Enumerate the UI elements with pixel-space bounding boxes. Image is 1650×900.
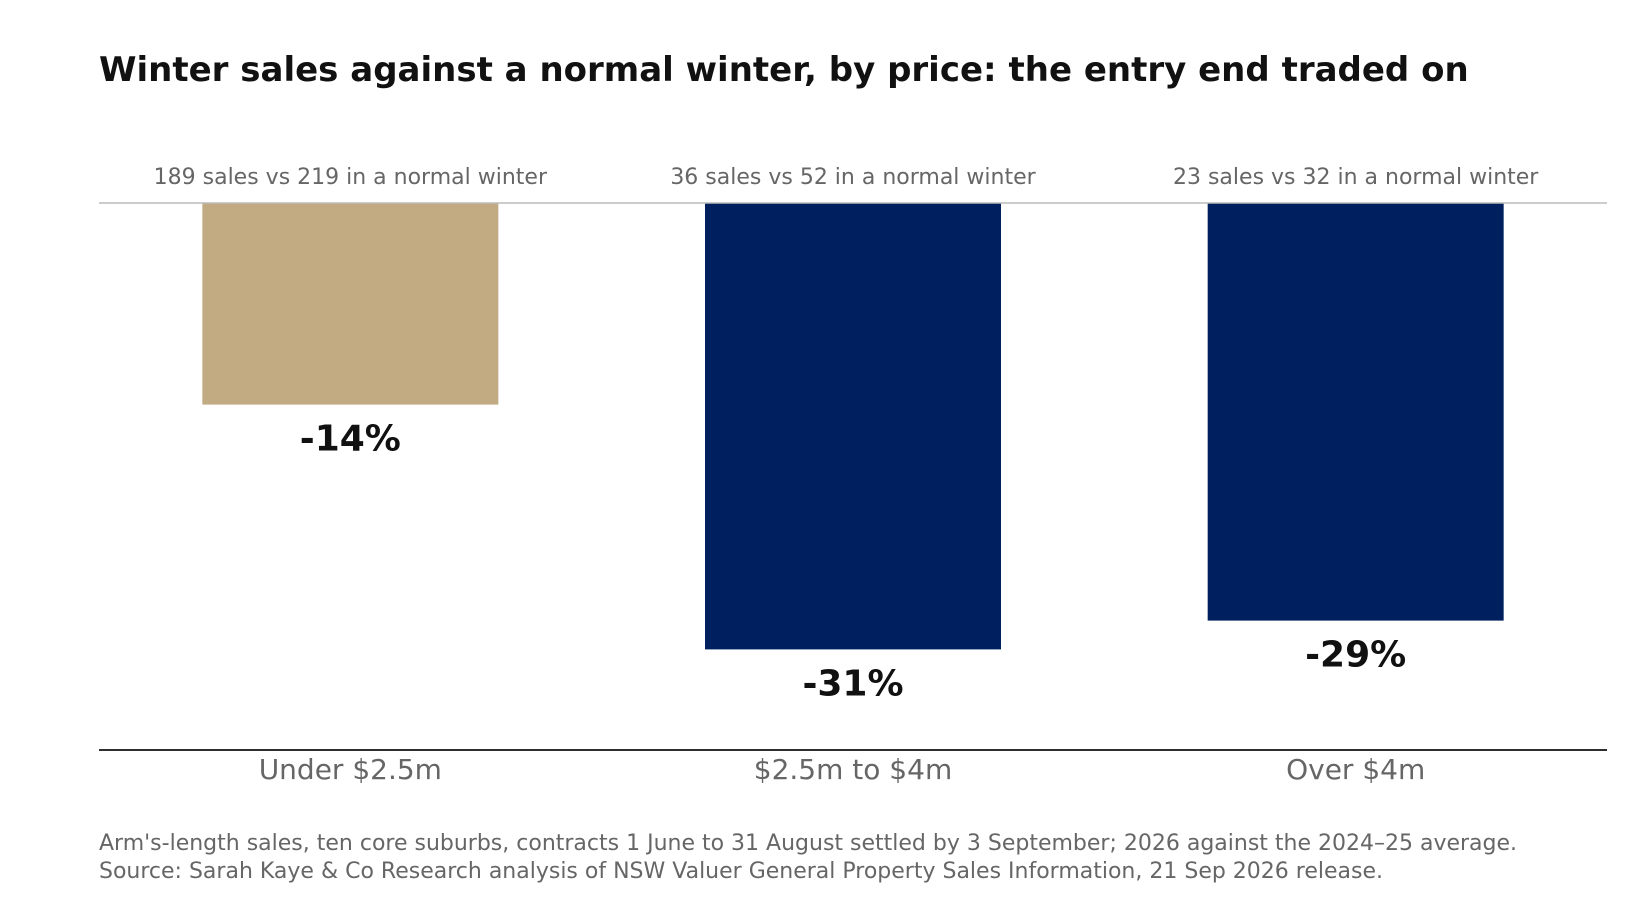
chart-svg: 189 sales vs 219 in a normal winter -14% U… [99, 165, 1607, 786]
bar-note-1: 36 sales vs 52 in a normal winter [670, 165, 1036, 190]
bar-note-0: 189 sales vs 219 in a normal winter [154, 165, 548, 190]
value-label-2: -29% [1305, 635, 1406, 676]
footnote-line-2: Source: Sarah Kaye & Co Research analysi… [99, 859, 1384, 884]
value-label-1: -31% [802, 663, 903, 704]
bar-1 [705, 203, 1001, 650]
footnote-line-1: Arm's-length sales, ten core suburbs, co… [99, 831, 1518, 856]
category-label-0: Under $2.5m [259, 753, 442, 786]
chart-title: Winter sales against a normal winter, by… [99, 50, 1469, 90]
footnote: Arm's-length sales, ten core suburbs, co… [99, 830, 1517, 886]
bars-group [202, 203, 1504, 650]
category-label-1: $2.5m to $4m [754, 753, 952, 786]
labels-group: 189 sales vs 219 in a normal winter -14% U… [154, 165, 1540, 786]
bar-2 [1207, 203, 1504, 621]
category-label-2: Over $4m [1286, 753, 1425, 786]
bar-note-2: 23 sales vs 32 in a normal winter [1173, 165, 1539, 190]
bar-0 [202, 203, 499, 405]
value-label-0: -14% [300, 419, 401, 460]
